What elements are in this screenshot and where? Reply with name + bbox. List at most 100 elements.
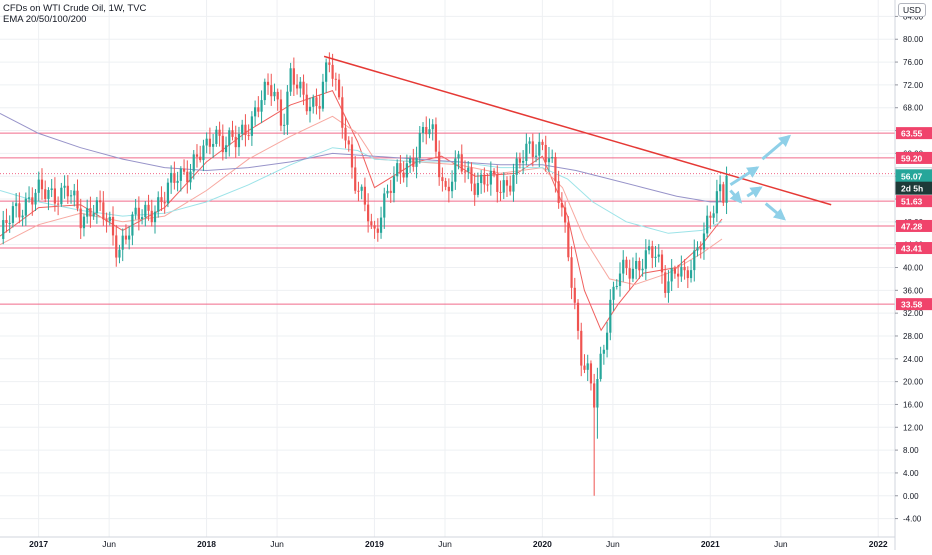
- candle-body: [564, 207, 567, 223]
- candle-body: [522, 160, 525, 163]
- y-tick-label: 12.00: [903, 423, 924, 432]
- candle-body: [254, 107, 257, 117]
- candle-body: [418, 133, 421, 158]
- candle-body: [82, 216, 86, 229]
- candle-body: [719, 184, 722, 192]
- candle-body: [434, 124, 438, 152]
- candle-body: [673, 268, 676, 274]
- currency-badge[interactable]: USD: [898, 3, 926, 17]
- candle-body: [699, 247, 702, 250]
- candle-body: [583, 365, 586, 370]
- candle-body: [680, 266, 683, 277]
- candle-body: [454, 158, 457, 182]
- candle-body: [463, 171, 467, 173]
- candle-body: [547, 158, 551, 163]
- candle-body: [325, 62, 328, 82]
- candle-body: [115, 235, 118, 258]
- candle-body: [518, 158, 521, 163]
- candle-body: [354, 167, 357, 191]
- candle-body: [383, 193, 386, 218]
- x-tick-label: 2018: [197, 539, 216, 549]
- candle-body: [686, 270, 689, 279]
- candle-body: [421, 126, 425, 134]
- candle-body: [257, 107, 260, 112]
- candle-body: [137, 207, 140, 220]
- ema-line: [0, 112, 722, 203]
- candle-body: [295, 84, 299, 89]
- candle-body: [15, 203, 18, 207]
- candle-body: [567, 222, 570, 258]
- candle-body: [599, 353, 602, 380]
- candle-body: [308, 106, 312, 112]
- candle-body: [60, 187, 63, 205]
- candle-body: [76, 190, 79, 209]
- candle-body: [328, 62, 331, 65]
- candle-body: [128, 235, 131, 240]
- candle-body: [654, 256, 657, 258]
- candle-body: [689, 270, 693, 279]
- candle-body: [357, 190, 360, 192]
- candle-body: [334, 78, 337, 80]
- x-tick-label: 2020: [533, 539, 552, 549]
- candle-body: [192, 154, 195, 172]
- candle-body: [499, 191, 502, 193]
- candle-body: [612, 286, 615, 300]
- candle-body: [505, 180, 509, 186]
- candle-body: [438, 151, 441, 178]
- candle-body: [202, 145, 205, 161]
- candle-body: [496, 174, 499, 192]
- candle-body: [360, 186, 363, 191]
- candle-body: [344, 127, 347, 141]
- candle-body: [173, 172, 176, 183]
- candle-body: [150, 210, 153, 223]
- candle-body: [144, 204, 147, 218]
- candle-body: [195, 154, 199, 157]
- candle-body: [27, 197, 31, 199]
- candle-body: [580, 330, 583, 366]
- candle-body: [247, 135, 250, 137]
- ema-legend[interactable]: EMA 20/50/100/200: [3, 14, 87, 25]
- candle-body: [367, 204, 370, 222]
- candle-body: [628, 268, 631, 279]
- y-tick-label: 72.00: [903, 81, 924, 90]
- candle-body: [57, 203, 60, 205]
- y-tick-label: 4.00: [903, 469, 919, 478]
- candle-body: [224, 145, 228, 153]
- candle-body: [450, 181, 454, 192]
- projection-arrow: [761, 134, 792, 161]
- candle-body: [486, 184, 489, 186]
- candle-body: [379, 217, 383, 233]
- candle-body: [415, 157, 418, 167]
- candle-body: [215, 129, 218, 144]
- candle-body: [147, 204, 150, 211]
- candle-body: [69, 195, 73, 197]
- level-label: 51.63: [901, 197, 923, 207]
- candle-body: [428, 129, 431, 135]
- candle-body: [279, 99, 283, 126]
- candle-body: [89, 208, 92, 217]
- candle-body: [557, 181, 560, 203]
- x-tick-label: Jun: [102, 539, 116, 549]
- drawings[interactable]: [323, 55, 832, 221]
- candle-body: [237, 133, 241, 148]
- candle-body: [318, 106, 321, 109]
- candle-body: [667, 281, 670, 293]
- candle-body: [525, 143, 528, 161]
- candles: [2, 52, 728, 496]
- candle-body: [286, 91, 289, 125]
- candle-body: [502, 180, 505, 193]
- candle-body: [373, 225, 376, 229]
- candle-body: [512, 174, 515, 192]
- y-tick-label: 20.00: [903, 378, 924, 387]
- y-tick-label: -4.00: [903, 515, 922, 524]
- symbol-legend[interactable]: CFDs on WTI Crude Oil, 1W, TVC: [3, 3, 147, 14]
- candle-body: [425, 126, 428, 135]
- ema-line: [0, 147, 723, 234]
- candle-body: [515, 158, 518, 175]
- candle-body: [2, 220, 5, 239]
- candle-body: [350, 144, 354, 168]
- candle-body: [337, 79, 341, 98]
- candle-body: [63, 185, 66, 188]
